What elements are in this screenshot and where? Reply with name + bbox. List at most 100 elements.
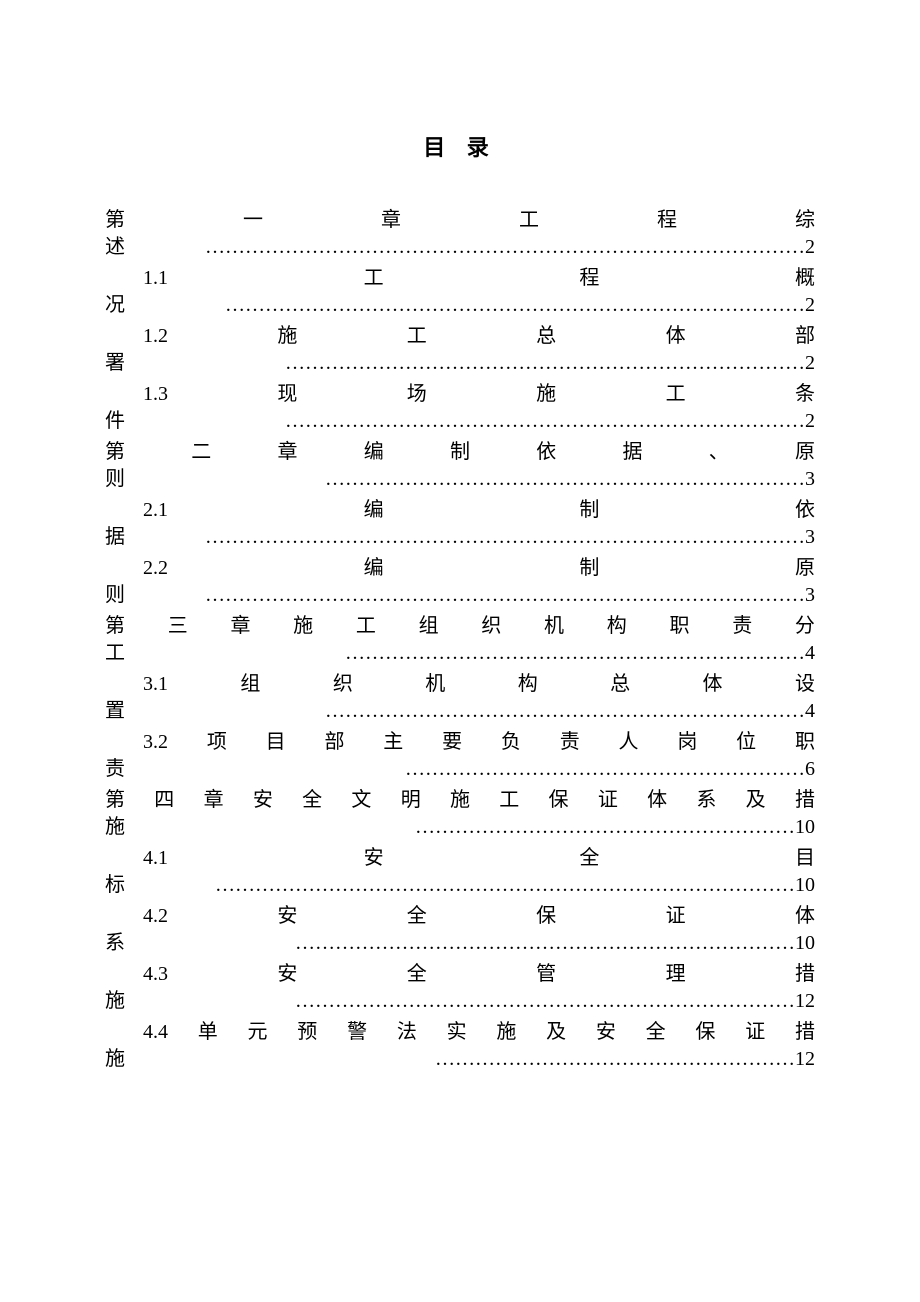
glyph: 4.2 (105, 903, 168, 930)
glyph: 及 (546, 1019, 566, 1046)
glyph: 体 (647, 787, 667, 814)
glyph: 总 (536, 323, 556, 350)
glyph: 总 (610, 671, 630, 698)
toc-entry-5: 2.1编制依据………………………………………………………………………………3 (105, 497, 815, 551)
glyph: 安 (277, 903, 297, 930)
glyph: 施 (277, 323, 297, 350)
toc-entry-line2: 系…………………………………………………………………10 (105, 930, 815, 957)
glyph: 部 (324, 729, 344, 756)
toc-entry-line1: 2.2编制原 (105, 555, 815, 582)
toc-entry-line2: 施…………………………………………………………………12 (105, 988, 815, 1015)
toc-entry-10: 第四章安全文明施工保证体系及措施…………………………………………………10 (105, 787, 815, 841)
glyph: 机 (425, 671, 445, 698)
toc-entry-line1: 4.2安全保证体 (105, 903, 815, 930)
glyph: 文 (351, 787, 371, 814)
glyph: 程 (579, 265, 599, 292)
glyph: 负 (501, 729, 521, 756)
glyph: 体 (795, 903, 815, 930)
glyph: 1.1 (105, 265, 168, 292)
toc-entry-14: 4.4单元预警法实施及安全保证措施………………………………………………12 (105, 1019, 815, 1073)
glyph: 3.2 (105, 729, 168, 756)
glyph: 责 (732, 613, 752, 640)
toc-entry-0: 第一章工程综述………………………………………………………………………………2 (105, 207, 815, 261)
glyph: 依 (536, 439, 556, 466)
toc-entry-line2: 则………………………………………………………………3 (105, 466, 815, 493)
toc-entry-line1: 第四章安全文明施工保证体系及措 (105, 787, 815, 814)
glyph: 织 (481, 613, 501, 640)
glyph: 措 (795, 1019, 815, 1046)
glyph: 3.1 (105, 671, 168, 698)
glyph: 章 (204, 787, 224, 814)
glyph: 第 (105, 613, 125, 640)
toc-entry-line1: 第二章编制依据、原 (105, 439, 815, 466)
toc-entry-line2: 述………………………………………………………………………………2 (105, 234, 815, 261)
toc-entry-line2: 施…………………………………………………10 (105, 814, 815, 841)
glyph: 元 (248, 1019, 268, 1046)
toc-container: 第一章工程综述………………………………………………………………………………2 1.… (105, 207, 815, 1073)
glyph: 及 (746, 787, 766, 814)
glyph: 措 (795, 787, 815, 814)
toc-entry-6: 2.2编制原则………………………………………………………………………………3 (105, 555, 815, 609)
glyph: 、 (709, 439, 729, 466)
toc-entry-line2: 据………………………………………………………………………………3 (105, 524, 815, 551)
glyph: 安 (253, 787, 273, 814)
glyph: 工 (364, 265, 384, 292)
glyph: 全 (579, 845, 599, 872)
glyph: 制 (450, 439, 470, 466)
glyph: 目 (266, 729, 286, 756)
glyph: 明 (401, 787, 421, 814)
toc-entry-line1: 3.2项目部主要负责人岗位职 (105, 729, 815, 756)
glyph: 制 (579, 497, 599, 524)
glyph: 证 (598, 787, 618, 814)
toc-entry-line1: 4.4单元预警法实施及安全保证措 (105, 1019, 815, 1046)
glyph: 全 (302, 787, 322, 814)
toc-entry-7: 第三章施工组织机构职责分工……………………………………………………………4 (105, 613, 815, 667)
glyph: 构 (607, 613, 627, 640)
glyph: 编 (364, 555, 384, 582)
glyph: 工 (407, 323, 427, 350)
glyph: 机 (544, 613, 564, 640)
glyph: 证 (745, 1019, 765, 1046)
glyph: 设 (795, 671, 815, 698)
glyph: 体 (703, 671, 723, 698)
glyph: 责 (560, 729, 580, 756)
glyph: 保 (695, 1019, 715, 1046)
toc-entry-line2: 工……………………………………………………………4 (105, 640, 815, 667)
glyph: 人 (619, 729, 639, 756)
toc-entry-3: 1.3现场施工条件……………………………………………………………………2 (105, 381, 815, 435)
toc-entry-line1: 2.1编制依 (105, 497, 815, 524)
glyph: 单 (198, 1019, 218, 1046)
glyph: 章 (278, 439, 298, 466)
glyph: 主 (383, 729, 403, 756)
glyph: 综 (795, 207, 815, 234)
glyph: 保 (549, 787, 569, 814)
toc-entry-11: 4.1安全目标……………………………………………………………………………10 (105, 845, 815, 899)
toc-entry-line2: 则………………………………………………………………………………3 (105, 582, 815, 609)
glyph: 2.2 (105, 555, 168, 582)
glyph: 工 (666, 381, 686, 408)
glyph: 证 (666, 903, 686, 930)
glyph: 施 (536, 381, 556, 408)
glyph: 警 (347, 1019, 367, 1046)
glyph: 要 (442, 729, 462, 756)
toc-entry-12: 4.2安全保证体系…………………………………………………………………10 (105, 903, 815, 957)
glyph: 组 (240, 671, 260, 698)
glyph: 现 (277, 381, 297, 408)
glyph: 安 (596, 1019, 616, 1046)
glyph: 二 (191, 439, 211, 466)
glyph: 分 (795, 613, 815, 640)
toc-entry-13: 4.3安全管理措施…………………………………………………………………12 (105, 961, 815, 1015)
glyph: 管 (536, 961, 556, 988)
glyph: 实 (447, 1019, 467, 1046)
toc-entry-line2: 况……………………………………………………………………………2 (105, 292, 815, 319)
glyph: 位 (736, 729, 756, 756)
glyph: 全 (407, 961, 427, 988)
glyph: 1.2 (105, 323, 168, 350)
toc-entry-1: 1.1工程概况……………………………………………………………………………2 (105, 265, 815, 319)
glyph: 保 (536, 903, 556, 930)
glyph: 工 (356, 613, 376, 640)
glyph: 职 (669, 613, 689, 640)
glyph: 1.3 (105, 381, 168, 408)
toc-entry-8: 3.1组织机构总体设置………………………………………………………………4 (105, 671, 815, 725)
toc-entry-9: 3.2项目部主要负责人岗位职责……………………………………………………6 (105, 729, 815, 783)
